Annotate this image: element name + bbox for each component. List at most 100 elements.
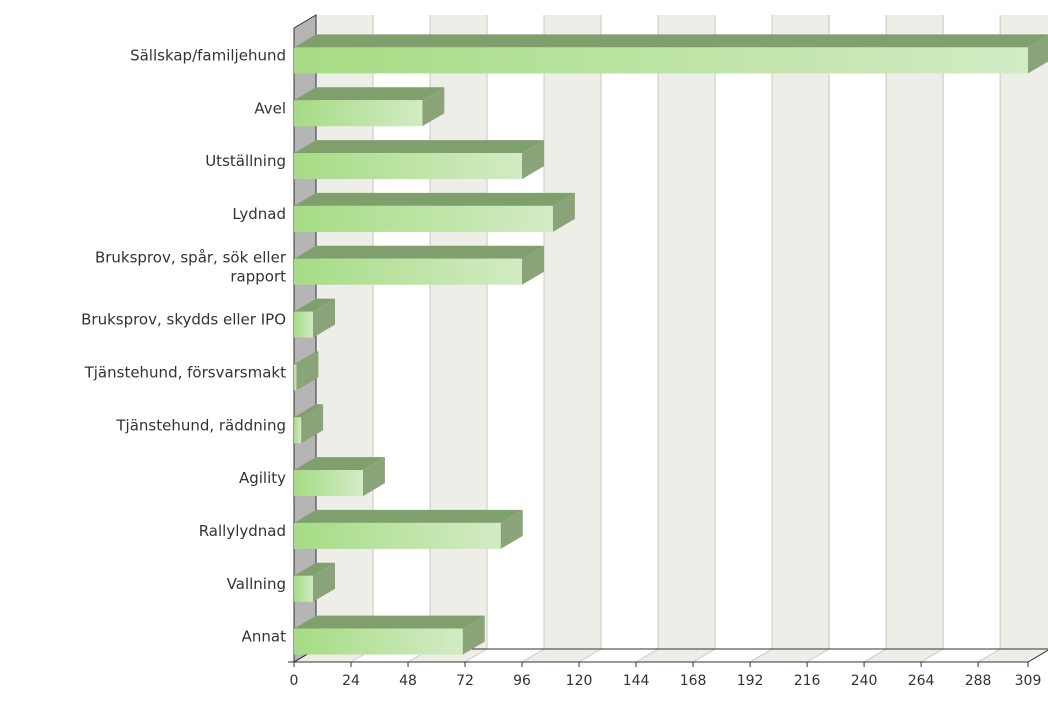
- bar: [294, 245, 544, 285]
- bar: [294, 562, 335, 602]
- bar-side: [552, 192, 575, 232]
- back-band: [601, 15, 659, 649]
- bar: [294, 404, 324, 444]
- floor-grid-line: [464, 648, 488, 663]
- category-label: Tjänstehund, försvarsmakt: [84, 363, 287, 381]
- floor-band: [864, 649, 944, 662]
- bar-side: [522, 245, 544, 285]
- bar: [294, 87, 445, 127]
- back-band: [772, 15, 830, 649]
- bar-front: [294, 205, 553, 232]
- bar-front: [294, 522, 501, 549]
- back-band: [487, 15, 545, 649]
- floor-band: [636, 649, 716, 662]
- bar-top: [294, 351, 319, 365]
- bar-side: [500, 509, 523, 549]
- x-tick-label: 288: [965, 673, 992, 689]
- back-band: [1000, 15, 1048, 649]
- category-label: Vallning: [227, 575, 286, 593]
- bar: [294, 298, 335, 338]
- bar-side: [296, 351, 319, 391]
- bar-side: [522, 140, 544, 180]
- bar: [294, 34, 1048, 74]
- floor-band: [579, 649, 659, 662]
- bar-side: [1028, 35, 1048, 74]
- bar-top: [294, 457, 385, 471]
- bar: [294, 457, 385, 497]
- x-tick-label: 144: [623, 673, 650, 689]
- category-label: Agility: [239, 469, 286, 487]
- x-tick-labels: 0 24 48 72 96 120 144 168 192 216 240 264 288 309: [290, 673, 1042, 689]
- back-band: [943, 15, 1001, 649]
- category-label: Bruksprov, skydds eller IPO: [81, 311, 286, 329]
- bar-side: [313, 562, 335, 602]
- floor-grid-line: [806, 648, 830, 663]
- bar-front: [294, 100, 423, 127]
- floor-grid-line: [521, 648, 545, 663]
- x-tick-label: 168: [680, 673, 707, 689]
- bar-side: [422, 87, 445, 127]
- bar-top: [294, 562, 335, 576]
- category-label: Tjänstehund, räddning: [115, 416, 286, 434]
- category-label: Utställning: [205, 152, 286, 170]
- bar-front: [294, 364, 297, 391]
- chart-bars: [294, 34, 1048, 655]
- bar-top: [294, 87, 445, 101]
- floor-grid-line: [920, 648, 944, 663]
- bar-side: [313, 298, 335, 338]
- back-band: [829, 15, 887, 649]
- floor-band: [693, 649, 773, 662]
- floor-grid-line: [578, 648, 602, 663]
- category-label: rapport: [230, 267, 286, 285]
- floor-grid-line: [749, 648, 773, 663]
- category-label: Rallylydnad: [199, 522, 286, 540]
- bar: [294, 192, 575, 232]
- bar-front: [294, 575, 314, 602]
- bar-top: [294, 509, 523, 523]
- category-labels: Sällskap/familjehund Avel Utställning Lydna…: [81, 46, 287, 645]
- back-band: [886, 15, 944, 649]
- bar-front: [294, 258, 523, 285]
- x-tick-label: 72: [456, 673, 474, 689]
- bar-side: [301, 404, 324, 444]
- bar: [294, 615, 485, 655]
- bar-top: [294, 140, 544, 154]
- x-tick-label: 264: [908, 673, 935, 689]
- floor-grid-line: [863, 648, 887, 663]
- back-band: [544, 15, 602, 649]
- floor-grid-line: [635, 648, 659, 663]
- bar-front: [294, 417, 302, 444]
- bar-front: [294, 153, 523, 180]
- floor-band: [921, 649, 1001, 662]
- x-tick-label: 24: [342, 673, 360, 689]
- floor-band: [522, 649, 601, 662]
- back-band: [715, 15, 773, 649]
- category-label: Bruksprov, spår, sök eller: [95, 248, 287, 266]
- x-tick-label: 309: [1015, 673, 1042, 689]
- bar-top: [294, 245, 544, 259]
- floor-grid-line: [977, 648, 1001, 663]
- x-tick-label: 216: [794, 673, 821, 689]
- bar: [294, 509, 523, 549]
- floor-band: [807, 649, 887, 662]
- x-tick-label: 120: [566, 673, 593, 689]
- bar: [294, 351, 319, 391]
- x-tick-label: 240: [851, 673, 878, 689]
- floor-grid-line: [692, 648, 716, 663]
- bar-front: [294, 628, 463, 655]
- category-label: Sällskap/familjehund: [130, 46, 286, 64]
- floor-band: [750, 649, 830, 662]
- floor-band: [465, 649, 544, 662]
- x-tick-label: 192: [737, 673, 764, 689]
- x-tick-label: 0: [290, 673, 299, 689]
- category-label: Avel: [254, 99, 286, 117]
- category-label: Annat: [242, 628, 286, 646]
- bar-side: [462, 615, 485, 655]
- bar-top: [294, 404, 324, 418]
- bar-top: [294, 298, 335, 312]
- bar-top: [294, 34, 1048, 48]
- bar-top: [294, 192, 575, 206]
- x-tick-label: 48: [399, 673, 417, 689]
- bar-top: [294, 615, 485, 629]
